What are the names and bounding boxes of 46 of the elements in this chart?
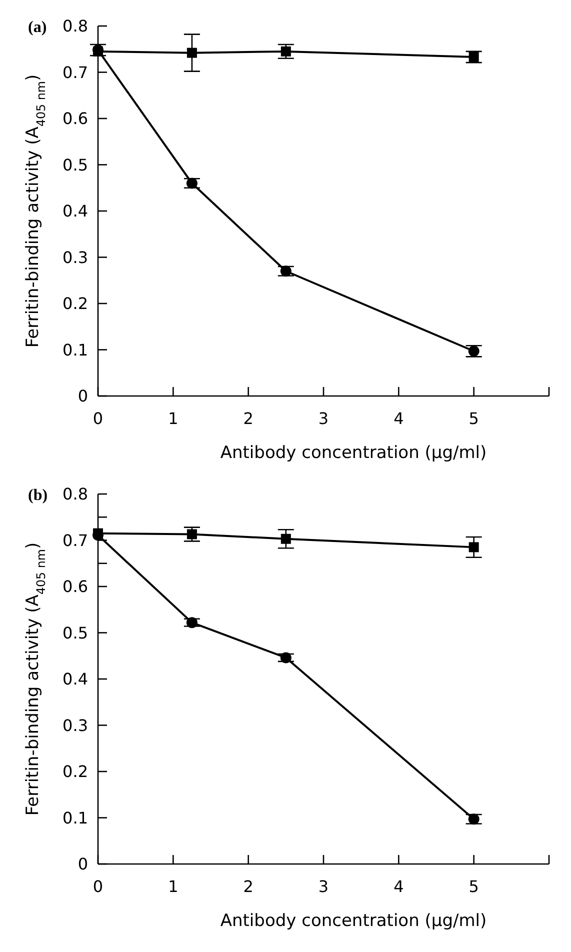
x-tick-label: 2 (243, 409, 254, 428)
point (280, 46, 291, 56)
point (468, 346, 480, 357)
y-tick-label: 0.1 (62, 808, 88, 828)
y-tick-label: 0.5 (62, 155, 88, 174)
y-tick-label: 0.2 (62, 762, 88, 782)
point (468, 542, 479, 552)
point (186, 178, 198, 189)
y-tick-label: 0 (78, 854, 88, 874)
x-tick-label: 0 (92, 877, 104, 896)
x-tick-label: 5 (468, 409, 479, 428)
y-tick-label: 0.7 (62, 62, 88, 82)
point (186, 48, 197, 58)
x-tick-label: 3 (318, 409, 329, 428)
point (186, 529, 197, 540)
y-tick-label: 0.5 (62, 623, 88, 642)
x-tick-label: 1 (168, 877, 178, 896)
y-tick-label: 0.4 (62, 202, 88, 221)
x-tick-label: 2 (243, 877, 254, 896)
y-tick-label: 0.7 (62, 530, 88, 550)
x-axis-title: Antibody concentration (μg/ml) (220, 443, 487, 463)
y-tick-label: 0.3 (62, 248, 88, 267)
x-tick-label: 5 (468, 877, 479, 896)
point (468, 52, 479, 62)
x-tick-label: 3 (318, 877, 329, 896)
y-tick-label: 0.2 (62, 294, 88, 314)
chart-title: (b) (28, 487, 48, 504)
y-tick-label: 0.6 (62, 577, 88, 596)
y-tick-label: 0.8 (62, 484, 88, 504)
y-tick-label: 0.4 (62, 670, 88, 689)
point (468, 814, 480, 825)
x-tick-label: 4 (394, 877, 404, 896)
point (280, 652, 292, 664)
x-tick-label: 0 (92, 409, 104, 428)
chart-title: (a) (28, 19, 47, 36)
point (186, 617, 198, 628)
x-tick-label: 4 (394, 409, 404, 428)
x-axis-title: Antibody concentration (μg/ml) (220, 911, 487, 931)
point (280, 534, 291, 544)
y-tick-label: 0.6 (62, 109, 88, 128)
x-tick-label: 1 (168, 409, 178, 428)
y-tick-label: 0.1 (62, 340, 88, 360)
y-tick-label: 0.3 (62, 716, 88, 735)
y-tick-label: 0 (78, 386, 88, 406)
point (280, 266, 292, 277)
y-tick-label: 0.8 (62, 16, 88, 36)
